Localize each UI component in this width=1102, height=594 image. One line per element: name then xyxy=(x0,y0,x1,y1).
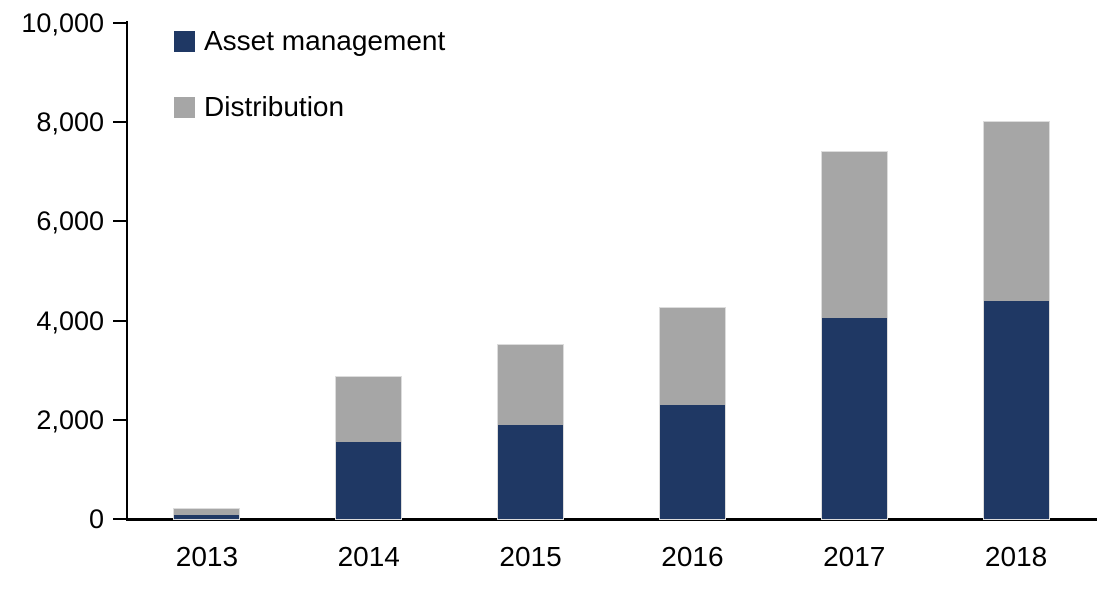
legend-swatch-icon xyxy=(174,30,195,52)
bar-stack-2018 xyxy=(982,121,1050,520)
y-tick-mark xyxy=(113,220,126,223)
y-tick-label: 2,000 xyxy=(36,404,104,435)
bar-segment-distribution xyxy=(659,308,725,405)
y-tick-label: 10,000 xyxy=(21,8,104,38)
bar-segment-distribution xyxy=(983,122,1049,301)
bar-segment-asset-management xyxy=(336,442,402,519)
y-tick-mark xyxy=(113,121,126,124)
bar-stack-2016 xyxy=(658,307,726,520)
bar-segment-distribution xyxy=(498,345,564,425)
y-tick-label: 6,000 xyxy=(36,206,104,237)
x-axis-line xyxy=(126,518,1097,521)
bar-segment-asset-management xyxy=(983,300,1049,519)
y-axis-line xyxy=(126,21,128,521)
x-tick-label: 2014 xyxy=(337,541,400,572)
bar-segment-asset-management xyxy=(498,424,564,519)
bar-stack-2013 xyxy=(173,508,241,520)
x-tick-label: 2018 xyxy=(984,541,1048,572)
bar-stack-2014 xyxy=(335,375,403,520)
bar-stack-2017 xyxy=(820,150,888,520)
legend-swatch-icon xyxy=(174,96,195,118)
y-tick-mark xyxy=(113,22,126,24)
y-tick-mark xyxy=(113,418,126,421)
bar-segment-distribution xyxy=(336,376,402,443)
bar-stack-2015 xyxy=(497,344,565,520)
bar-segment-asset-management xyxy=(659,404,725,519)
x-tick-label: 2013 xyxy=(175,541,239,572)
bar-segment-distribution xyxy=(174,509,240,515)
y-tick-label: 0 xyxy=(88,504,104,534)
legend-label: Distribution xyxy=(204,91,345,122)
x-tick-label: 2017 xyxy=(823,541,886,572)
y-tick-mark xyxy=(113,518,126,520)
legend: Asset management Distribution xyxy=(174,27,445,121)
legend-item: Distribution xyxy=(174,93,445,121)
bar-segment-distribution xyxy=(821,151,887,319)
legend-item: Asset management xyxy=(174,27,445,55)
legend-label: Asset management xyxy=(204,25,446,56)
y-tick-label: 8,000 xyxy=(36,107,104,138)
x-tick-label: 2016 xyxy=(661,541,724,572)
y-tick-mark xyxy=(113,319,126,322)
bar-segment-asset-management xyxy=(821,318,887,519)
y-tick-label: 4,000 xyxy=(36,305,104,336)
x-tick-label: 2015 xyxy=(499,541,562,572)
bar-segment-asset-management xyxy=(174,514,240,519)
